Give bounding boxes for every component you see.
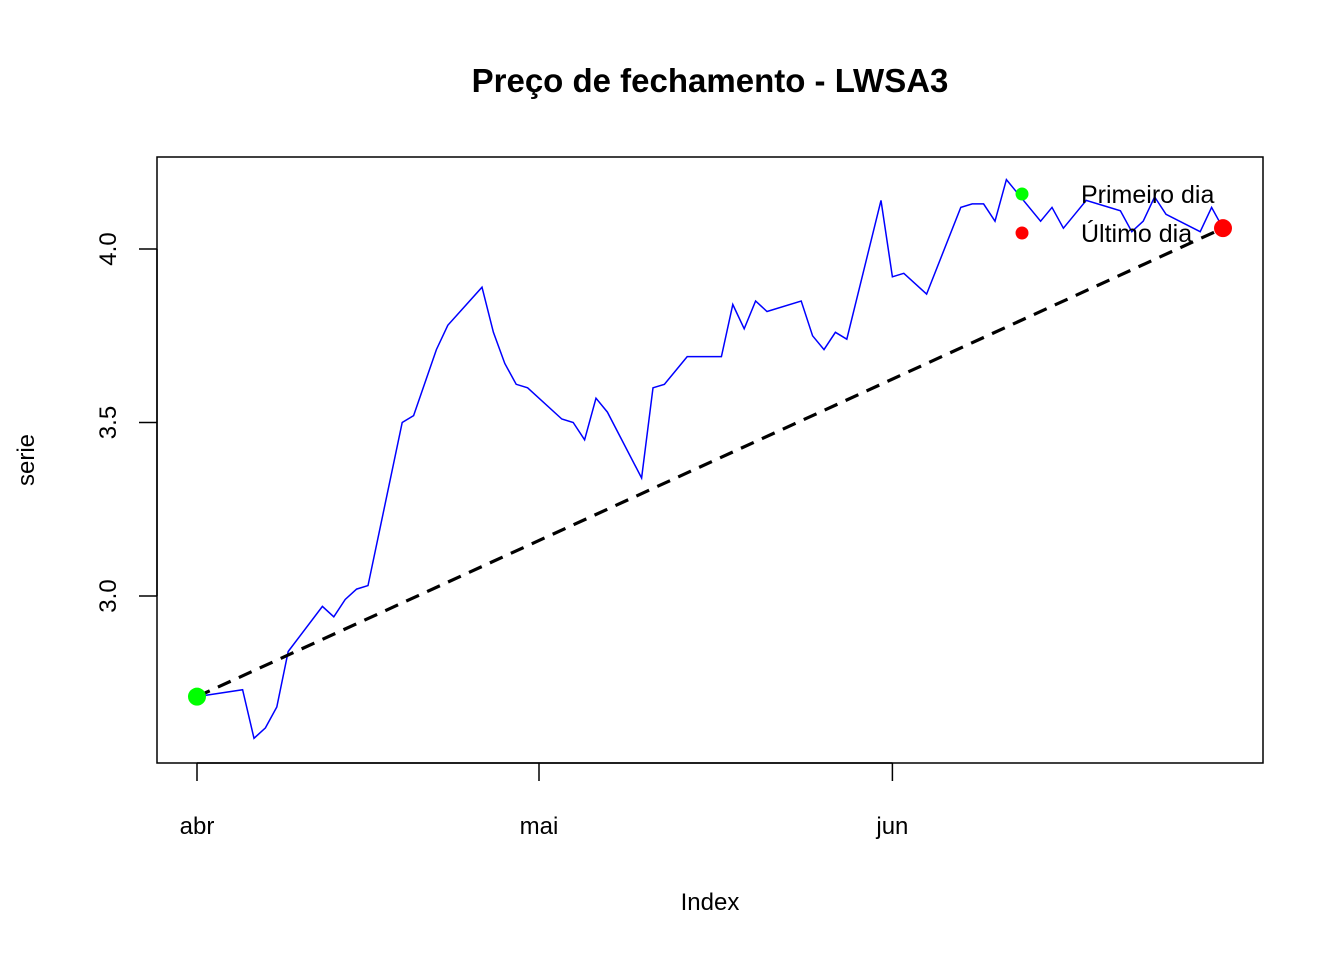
highlight-points-layer bbox=[188, 219, 1232, 706]
legend-label: Primeiro dia bbox=[1081, 181, 1214, 209]
y-axis-label: serie bbox=[13, 434, 40, 486]
y-tick-label: 3.5 bbox=[95, 406, 122, 439]
x-tick-label: abr bbox=[180, 813, 215, 840]
last-day-point bbox=[1214, 219, 1232, 238]
price-series-line bbox=[196, 178, 1224, 740]
y-axis: 3.0 3.5 4.0 bbox=[95, 232, 158, 613]
legend-label: Último dia bbox=[1081, 219, 1192, 248]
y-tick-label: 4.0 bbox=[95, 232, 122, 265]
x-tick-label: jun bbox=[875, 813, 908, 840]
series-layer bbox=[196, 178, 1224, 740]
legend-marker bbox=[1015, 187, 1029, 201]
trend-line bbox=[196, 226, 1224, 699]
legend-marker bbox=[1015, 226, 1029, 240]
x-axis: abr mai jun bbox=[180, 762, 908, 840]
y-tick-label: 3.0 bbox=[95, 579, 122, 612]
first-day-point bbox=[188, 687, 206, 706]
trend-layer bbox=[196, 226, 1224, 699]
x-tick-label: mai bbox=[520, 813, 559, 840]
legend: Primeiro dia Último dia bbox=[1015, 181, 1214, 248]
x-axis-label: Index bbox=[681, 889, 740, 916]
chart-title: Preço de fechamento - LWSA3 bbox=[472, 62, 949, 99]
